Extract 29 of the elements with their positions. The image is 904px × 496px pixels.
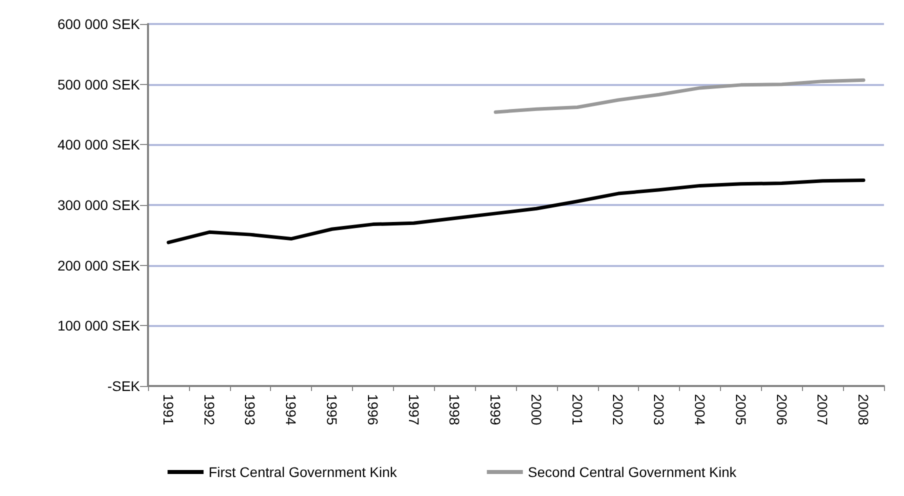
line-series <box>166 178 866 244</box>
y-tick-label: 500 000 SEK <box>57 76 141 92</box>
x-tick-label: 1992 <box>201 394 218 426</box>
y-tick-label: 600 000 SEK <box>57 16 141 32</box>
legend-label: Second Central Government Kink <box>528 464 738 480</box>
y-tick-label: 200 000 SEK <box>57 257 141 274</box>
y-tick-label: 300 000 SEK <box>57 197 141 213</box>
x-tick-label: 1999 <box>488 394 504 426</box>
legend-label: First Central Government Kink <box>208 464 398 480</box>
x-tick-label: 1995 <box>324 394 340 426</box>
x-tick-label: 2001 <box>569 394 586 426</box>
x-tick-label: 2000 <box>528 394 544 426</box>
x-tick-label: 1998 <box>446 394 463 426</box>
x-tick-label: 1994 <box>283 394 300 426</box>
y-tick-label: 100 000 SEK <box>57 318 141 334</box>
x-tick-label: 2002 <box>610 394 626 426</box>
x-tick-label: 2007 <box>814 394 831 426</box>
x-tick-label: 1993 <box>242 394 258 426</box>
x-tick-label: 1996 <box>364 394 381 426</box>
x-tick-label: 2006 <box>774 394 790 426</box>
x-tick-label: 1991 <box>160 394 176 426</box>
y-tick-label: -SEK <box>107 378 141 394</box>
x-tick-label: 2005 <box>732 394 749 426</box>
y-tick-label: 400 000 SEK <box>57 136 141 153</box>
line-series <box>494 78 866 114</box>
x-tick-label: 2004 <box>692 394 708 426</box>
x-tick-label: 2003 <box>651 394 668 426</box>
x-tick-label: 2008 <box>856 394 872 426</box>
x-tick-label: 1997 <box>406 394 422 426</box>
